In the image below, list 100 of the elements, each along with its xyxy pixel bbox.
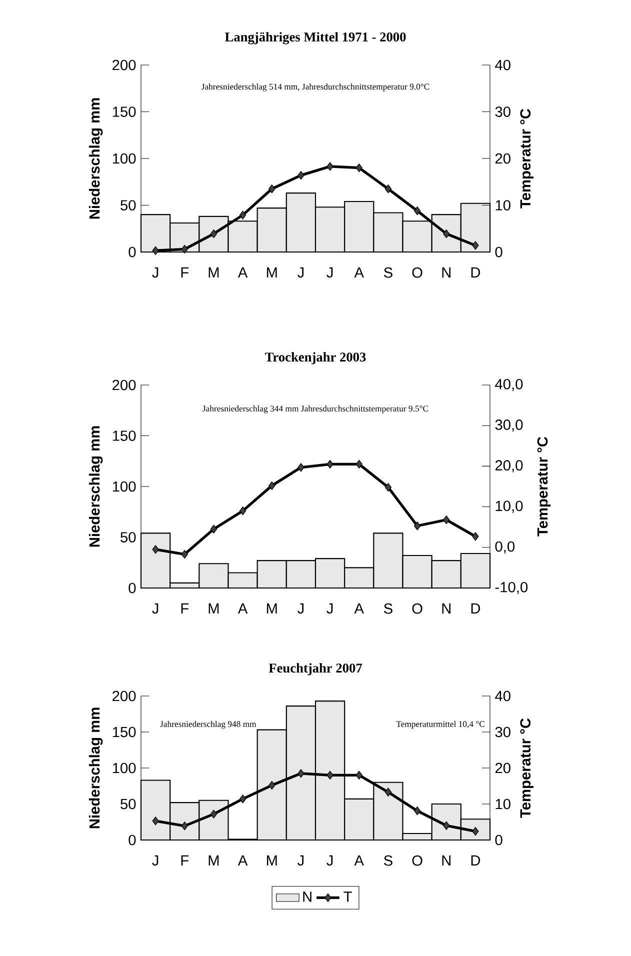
point bbox=[414, 206, 421, 216]
x-tick-label: J bbox=[326, 855, 333, 866]
point bbox=[239, 794, 246, 804]
point bbox=[356, 164, 362, 172]
y2-tick-label: 10 bbox=[496, 200, 510, 210]
x-tick-label: S bbox=[384, 603, 392, 614]
point bbox=[298, 170, 304, 180]
y2-tick-label: 40 bbox=[495, 60, 510, 70]
x-tick-label: O bbox=[412, 855, 422, 866]
annotation: Temperaturmittel 10,4 °C bbox=[396, 720, 484, 729]
chart-title: Langjähriges Mittel 1971 - 2000 bbox=[224, 32, 406, 44]
point bbox=[239, 506, 246, 516]
x-tick-label: D bbox=[471, 603, 480, 614]
x-tick-label: M bbox=[266, 603, 277, 614]
chart-title: Feuchtjahr 2007 bbox=[268, 663, 362, 676]
x-tick-label: O bbox=[412, 603, 422, 614]
x-tick-label: F bbox=[181, 855, 189, 866]
x-tick-label: J bbox=[152, 603, 158, 614]
y2-tick-label: 30 bbox=[495, 106, 510, 117]
point bbox=[443, 229, 450, 238]
legend-label: T bbox=[344, 892, 352, 902]
x-tick-label: O bbox=[412, 267, 422, 278]
point bbox=[356, 770, 362, 780]
point bbox=[326, 460, 334, 468]
point bbox=[384, 482, 392, 492]
point bbox=[152, 545, 159, 554]
y-tick-label: 200 bbox=[112, 60, 136, 70]
y2-tick-label: 0,0 bbox=[495, 541, 515, 554]
x-tick-label: J bbox=[298, 603, 304, 614]
y-axis-title: Niederschlag mm bbox=[88, 708, 103, 828]
y-tick-label: 100 bbox=[112, 153, 136, 164]
point bbox=[326, 162, 334, 171]
point bbox=[326, 770, 334, 780]
y-tick-label: 50 bbox=[120, 532, 136, 542]
x-tick-label: A bbox=[354, 855, 364, 866]
y-tick-label: 50 bbox=[120, 200, 136, 210]
x-tick-label: J bbox=[298, 267, 304, 278]
y-tick-label: 100 bbox=[112, 762, 136, 774]
point bbox=[472, 532, 479, 541]
point bbox=[181, 822, 188, 830]
point bbox=[181, 244, 188, 254]
x-tick-label: J bbox=[152, 855, 158, 866]
y-tick-label: 0 bbox=[128, 834, 136, 846]
x-tick-label: A bbox=[238, 267, 248, 278]
annotation: Jahresniederschlag 948 mm bbox=[160, 720, 256, 729]
point bbox=[152, 246, 159, 255]
point bbox=[210, 524, 218, 534]
point bbox=[239, 210, 246, 220]
x-tick-label: M bbox=[266, 267, 277, 278]
y2-tick-label: -10,0 bbox=[495, 582, 528, 594]
annotation: Jahresniederschlag 344 mm Jahresdurchschnittstemperatur 9.5°C bbox=[202, 405, 428, 414]
point bbox=[298, 769, 304, 778]
y-tick-label: 200 bbox=[112, 690, 136, 702]
y-tick-label: 0 bbox=[128, 246, 136, 258]
x-tick-label: A bbox=[354, 603, 364, 614]
x-tick-label: M bbox=[266, 855, 277, 866]
y-axis-title: Niederschlag mm bbox=[88, 426, 103, 547]
y2-tick-label: 0 bbox=[495, 834, 502, 846]
x-tick-label: J bbox=[326, 603, 333, 614]
y2-tick-label: 20,0 bbox=[495, 460, 523, 472]
y-tick-label: 150 bbox=[112, 430, 136, 441]
x-tick-label: M bbox=[208, 267, 219, 278]
y-tick-label: 200 bbox=[112, 380, 136, 390]
x-tick-label: J bbox=[298, 855, 304, 866]
x-tick-label: J bbox=[152, 267, 158, 278]
x-tick-label: J bbox=[326, 267, 333, 278]
point bbox=[268, 184, 276, 194]
legend-label: N bbox=[303, 892, 312, 902]
point bbox=[443, 515, 450, 524]
y2-tick-label: 0 bbox=[495, 246, 502, 258]
y2-axis-title: Temperatur °C bbox=[537, 436, 551, 536]
point bbox=[152, 816, 159, 826]
point bbox=[472, 241, 479, 250]
x-tick-label: A bbox=[238, 855, 248, 866]
chart-title: Trockenjahr 2003 bbox=[265, 352, 366, 364]
y2-tick-label: 20 bbox=[495, 153, 510, 164]
point bbox=[384, 184, 392, 194]
y2-axis-title: Temperatur °C bbox=[520, 718, 534, 818]
point bbox=[210, 810, 218, 818]
y2-tick-label: 10 bbox=[496, 798, 510, 810]
y-axis-title: Niederschlag mm bbox=[88, 98, 103, 219]
point bbox=[268, 481, 276, 490]
point bbox=[356, 460, 362, 468]
y2-tick-label: 30 bbox=[495, 726, 510, 738]
x-tick-label: D bbox=[471, 855, 480, 866]
annotation: Jahresniederschlag 514 mm, Jahresdurchschnittstemperatur 9.0°C bbox=[202, 84, 430, 92]
point bbox=[443, 821, 450, 830]
y-tick-label: 150 bbox=[112, 726, 136, 738]
x-tick-label: A bbox=[354, 267, 364, 278]
x-tick-label: S bbox=[384, 267, 392, 278]
x-tick-label: A bbox=[238, 603, 248, 614]
point bbox=[384, 788, 392, 796]
y2-tick-label: 40 bbox=[495, 690, 510, 702]
y2-tick-label: 10,0 bbox=[496, 500, 523, 513]
y2-tick-label: 20 bbox=[495, 762, 510, 774]
y2-tick-label: 30,0 bbox=[495, 420, 523, 432]
y-tick-label: 150 bbox=[112, 106, 136, 117]
x-tick-label: N bbox=[442, 267, 450, 278]
x-tick-label: M bbox=[208, 855, 219, 866]
y2-tick-label: 40,0 bbox=[495, 378, 523, 392]
